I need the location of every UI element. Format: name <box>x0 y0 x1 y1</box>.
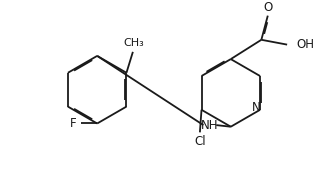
Text: O: O <box>263 1 272 14</box>
Text: N: N <box>252 101 260 114</box>
Text: Cl: Cl <box>194 135 206 148</box>
Text: F: F <box>70 117 76 130</box>
Text: CH₃: CH₃ <box>123 38 144 48</box>
Text: OH: OH <box>296 38 314 51</box>
Text: NH: NH <box>201 119 219 132</box>
